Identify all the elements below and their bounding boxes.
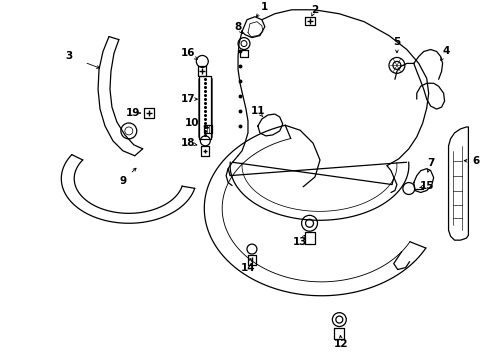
Text: 8: 8 xyxy=(234,22,241,32)
Text: 12: 12 xyxy=(333,339,348,350)
Text: 7: 7 xyxy=(426,158,433,168)
Text: 6: 6 xyxy=(472,156,479,166)
Text: 4: 4 xyxy=(442,46,449,57)
Text: 17: 17 xyxy=(181,94,195,104)
Text: 1: 1 xyxy=(261,2,268,12)
Text: 13: 13 xyxy=(292,237,306,247)
Text: 19: 19 xyxy=(125,108,140,118)
Text: 5: 5 xyxy=(392,37,400,46)
Text: 3: 3 xyxy=(65,51,73,62)
Text: 15: 15 xyxy=(419,180,433,190)
Text: 10: 10 xyxy=(185,118,199,128)
Text: 2: 2 xyxy=(310,5,318,15)
Text: 11: 11 xyxy=(250,106,264,116)
Text: 9: 9 xyxy=(119,176,126,185)
Text: 14: 14 xyxy=(240,263,255,273)
Text: 16: 16 xyxy=(181,49,195,58)
Text: 18: 18 xyxy=(181,138,195,148)
